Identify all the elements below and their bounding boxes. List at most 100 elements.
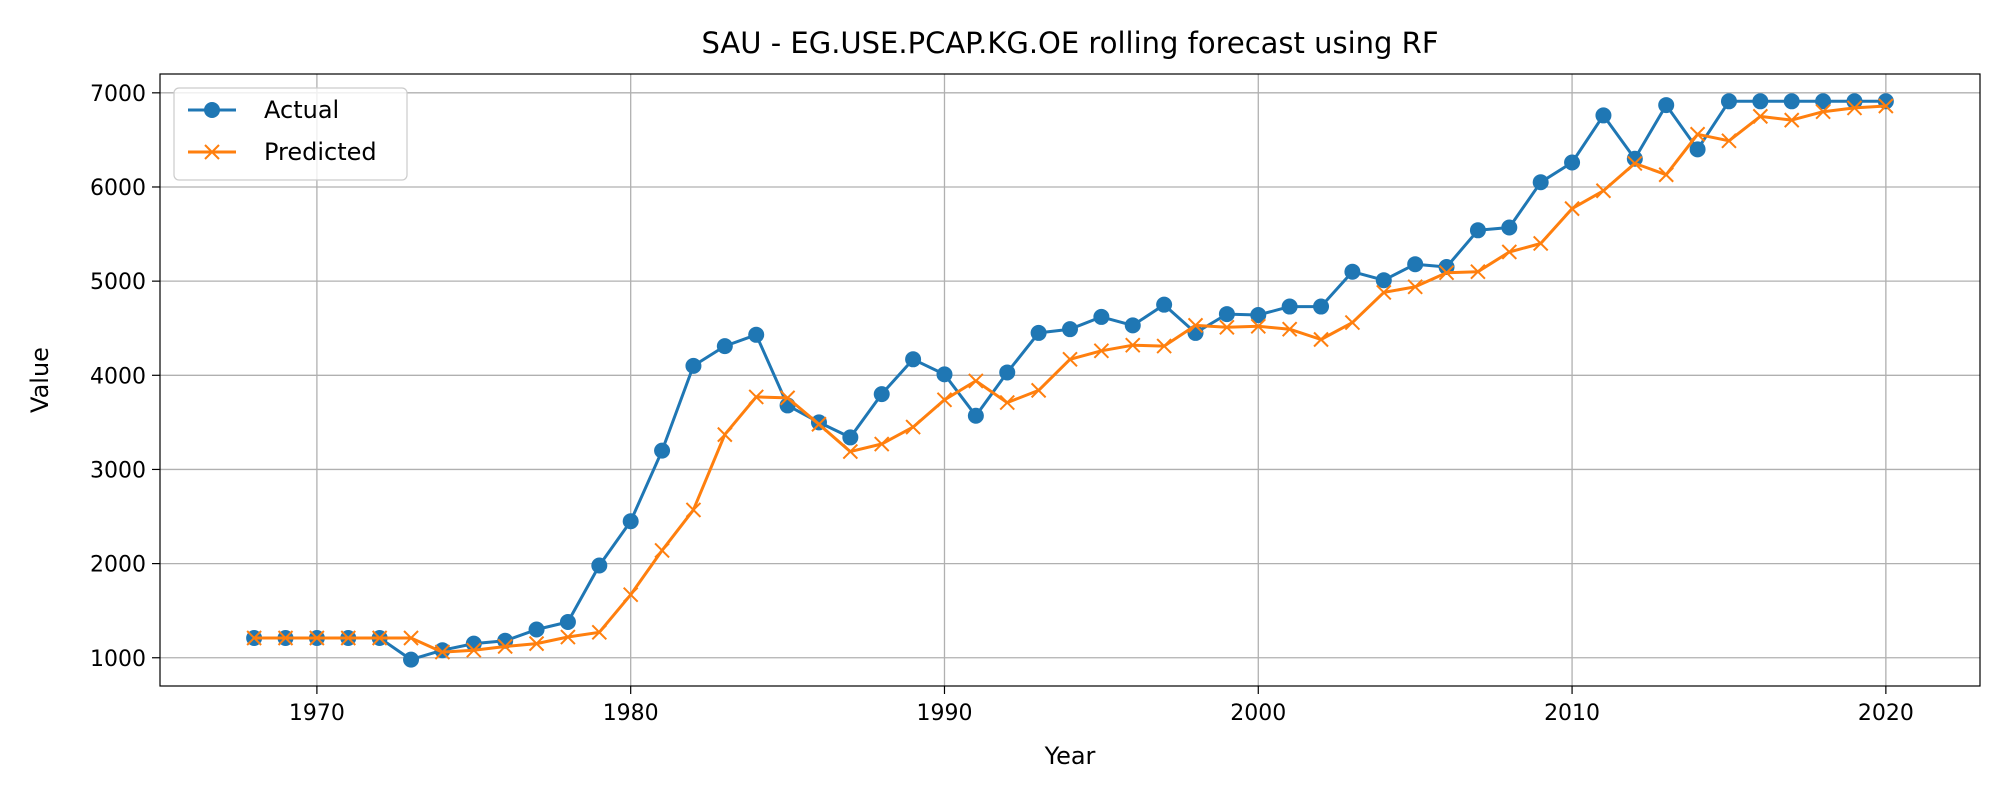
actual-point (1156, 296, 1173, 313)
predicted-point (1501, 244, 1518, 260)
marker-stroke (340, 630, 356, 646)
marker-stroke (1281, 321, 1298, 337)
actual-point (1720, 93, 1737, 110)
actual-point (528, 621, 545, 638)
actual-point (685, 357, 702, 374)
marker-stroke (1595, 183, 1612, 199)
actual-point (1030, 324, 1047, 341)
actual-point (1626, 150, 1643, 167)
marker-stroke (560, 629, 576, 645)
marker-stroke (1187, 317, 1204, 334)
marker-stroke (1062, 351, 1078, 367)
marker-stroke (1376, 284, 1392, 301)
marker-stroke (1689, 126, 1706, 142)
actual-point (1469, 222, 1486, 239)
predicted-point (622, 586, 639, 603)
actual-point (1062, 321, 1078, 338)
actual-point (1124, 317, 1141, 334)
marker-stroke (779, 390, 796, 406)
actual-point (716, 338, 733, 355)
marker-stroke (748, 389, 764, 405)
marker-stroke (434, 644, 451, 660)
actual-point (1564, 154, 1581, 171)
predicted-point (591, 624, 608, 641)
y-tick-label: 3000 (90, 458, 146, 483)
marker-stroke (685, 502, 702, 518)
marker-stroke (1627, 155, 1643, 172)
predicted-point (1878, 98, 1894, 114)
predicted-point (1752, 108, 1769, 125)
legend-item-actual: Actual (188, 96, 339, 124)
actual-point (905, 351, 922, 368)
y-axis-label: Value (26, 347, 54, 413)
actual-point (1815, 93, 1832, 110)
predicted-point (1250, 318, 1266, 335)
marker-stroke (936, 392, 953, 408)
predicted-point (811, 416, 827, 432)
predicted-point (340, 630, 356, 646)
predicted-point (1093, 343, 1110, 359)
marker-stroke (654, 542, 670, 559)
actual-point (1344, 263, 1361, 280)
marker-stroke (1030, 382, 1047, 399)
marker-stroke (811, 416, 827, 432)
marker-stroke (1721, 133, 1737, 149)
x-tick-label: 2020 (1858, 701, 1914, 726)
marker-stroke (1752, 108, 1769, 125)
actual-point (1093, 308, 1110, 325)
predicted-point (1846, 100, 1863, 116)
legend-swatch-marker (204, 144, 220, 160)
actual-point (1752, 93, 1769, 110)
actual-point (654, 442, 671, 459)
predicted-point (1438, 264, 1455, 281)
chart-title: SAU - EG.USE.PCAP.KG.OE rolling forecast… (701, 26, 1438, 60)
predicted-point (842, 443, 859, 460)
predicted-point (1030, 382, 1047, 399)
predicted-point (1658, 167, 1674, 183)
predicted-point (1062, 351, 1078, 367)
y-tick-label: 6000 (90, 176, 146, 201)
actual-point (1281, 298, 1298, 315)
axis-ticks: 1970 1980 1990 2000 2010 2020 1000 2000 3000 4000… (90, 82, 1914, 726)
x-tick-label: 1990 (916, 701, 972, 726)
predicted-point (309, 630, 325, 646)
actual-point (1375, 272, 1392, 289)
predicted-point (1313, 331, 1329, 348)
marker-stroke (528, 635, 545, 652)
marker-stroke (842, 443, 859, 460)
actual-point (1532, 174, 1549, 191)
marker-stroke (466, 642, 482, 658)
actual-point (842, 429, 859, 446)
legend-item-predicted: Predicted (188, 138, 377, 166)
marker-stroke (999, 394, 1015, 411)
predicted-point (466, 642, 482, 658)
predicted-point (1627, 155, 1643, 172)
predicted-point (1344, 314, 1361, 331)
predicted-point (1689, 126, 1706, 142)
actual-point (1438, 259, 1455, 276)
x-axis-label: Year (1044, 742, 1096, 770)
marker-stroke (1250, 318, 1266, 335)
actual-point (1783, 93, 1800, 110)
actual-point (873, 386, 890, 403)
marker-stroke (968, 373, 984, 389)
actual-point (1313, 298, 1330, 315)
predicted-point (1187, 317, 1204, 334)
predicted-point (1784, 112, 1800, 128)
predicted-point (371, 630, 388, 646)
marker-stroke (1344, 314, 1361, 331)
predicted-point (1595, 183, 1612, 199)
x-tick-label: 1980 (603, 701, 659, 726)
predicted-point (1815, 103, 1831, 120)
marker-stroke (277, 630, 294, 646)
actual-point (967, 407, 984, 424)
y-tick-label: 1000 (90, 647, 146, 672)
predicted-point (874, 436, 890, 452)
marker-stroke (204, 144, 220, 160)
predicted-point (1721, 133, 1737, 149)
y-tick-label: 4000 (90, 364, 146, 389)
predicted-point (905, 419, 921, 435)
marker-stroke (1815, 103, 1831, 120)
marker-stroke (1658, 167, 1674, 183)
predicted-point (1564, 200, 1580, 217)
